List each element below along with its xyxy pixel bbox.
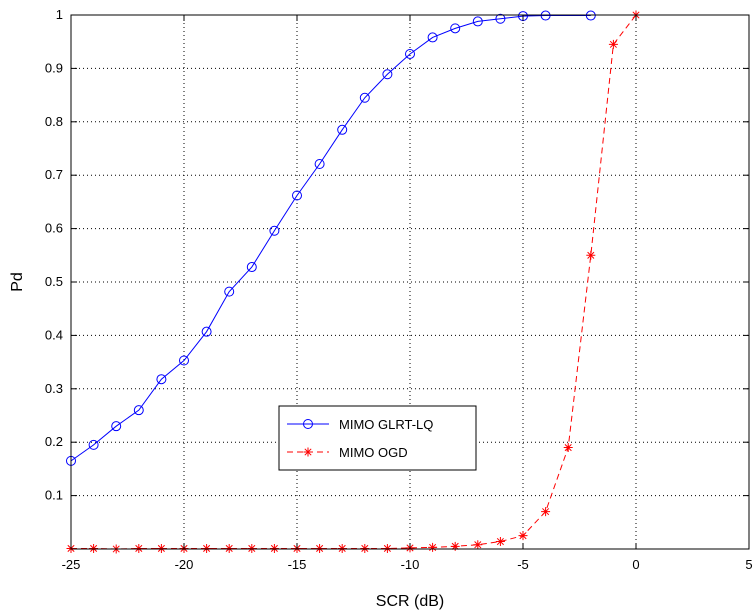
- data-point: [247, 543, 257, 553]
- x-tick-label: -5: [517, 557, 529, 572]
- data-point: [360, 543, 370, 553]
- y-tick-label: 0.3: [45, 381, 63, 396]
- legend-box: [278, 405, 477, 471]
- data-point: [315, 543, 325, 553]
- data-point: [201, 326, 212, 337]
- legend-marker: [303, 447, 313, 457]
- y-tick-label: 0.9: [45, 60, 63, 75]
- x-tick-label: 5: [745, 557, 752, 572]
- data-point: [608, 39, 618, 49]
- data-point: [495, 13, 506, 24]
- data-point: [269, 543, 279, 553]
- y-tick-label: 0.7: [45, 167, 63, 182]
- ticks: -25 -20 -15 -10 -5 0 5 0.1 0.2 0.3 0.4 0.5 0.6 0.7 0.8…: [45, 7, 753, 572]
- data-point: [314, 158, 325, 169]
- data-point: [111, 421, 122, 432]
- data-point: [224, 286, 235, 297]
- y-tick-label: 0.4: [45, 327, 63, 342]
- data-point: [202, 543, 212, 553]
- series-1: [66, 10, 596, 466]
- y-tick-label: 1: [56, 7, 63, 22]
- data-point: [450, 541, 460, 551]
- data-point: [156, 374, 167, 385]
- data-point: [88, 439, 99, 450]
- data-point: [586, 250, 596, 260]
- legend-marker: [303, 419, 313, 429]
- data-point: [563, 443, 573, 453]
- x-axis-label: SCR (dB): [376, 593, 444, 610]
- data-point: [134, 543, 144, 553]
- grid: [71, 15, 749, 549]
- series-layer: [66, 10, 641, 554]
- data-point: [337, 543, 347, 553]
- data-point: [359, 92, 370, 103]
- data-point: [382, 69, 393, 80]
- data-point: [89, 543, 99, 553]
- y-axis-label: Pd: [9, 272, 26, 292]
- x-tick-label: -15: [288, 557, 307, 572]
- legend-entry: MIMO GLRT-LQ: [287, 417, 433, 432]
- data-point: [540, 10, 551, 21]
- data-point: [156, 543, 166, 553]
- legend-entry: MIMO OGD: [287, 445, 408, 460]
- data-point: [585, 10, 596, 21]
- data-point: [473, 540, 483, 550]
- legend: MIMO GLRT-LQ MIMO OGD: [278, 405, 477, 471]
- legend-label: MIMO GLRT-LQ: [339, 417, 433, 432]
- data-point: [292, 190, 302, 201]
- series-line: [70, 15, 591, 462]
- data-point: [450, 23, 461, 34]
- data-point: [405, 48, 415, 59]
- y-tick-label: 0.8: [45, 114, 63, 129]
- data-point: [427, 32, 438, 43]
- data-point: [246, 262, 257, 273]
- data-point: [518, 531, 528, 541]
- y-tick-label: 0.5: [45, 274, 63, 289]
- data-point: [179, 355, 189, 366]
- y-tick-label: 0.1: [45, 488, 63, 503]
- data-point: [224, 543, 234, 553]
- data-point: [428, 542, 438, 552]
- x-tick-label: -20: [175, 557, 194, 572]
- data-point: [495, 537, 505, 547]
- data-point: [133, 405, 144, 416]
- legend-label: MIMO OGD: [339, 445, 408, 460]
- data-point: [382, 543, 392, 553]
- data-point: [337, 124, 348, 135]
- data-point: [269, 225, 280, 236]
- x-tick-label: 0: [632, 557, 639, 572]
- x-tick-label: -25: [62, 557, 81, 572]
- y-tick-label: 0.2: [45, 434, 63, 449]
- data-point: [472, 16, 483, 27]
- data-point: [541, 507, 551, 517]
- x-tick-label: -10: [401, 557, 420, 572]
- y-tick-label: 0.6: [45, 221, 63, 236]
